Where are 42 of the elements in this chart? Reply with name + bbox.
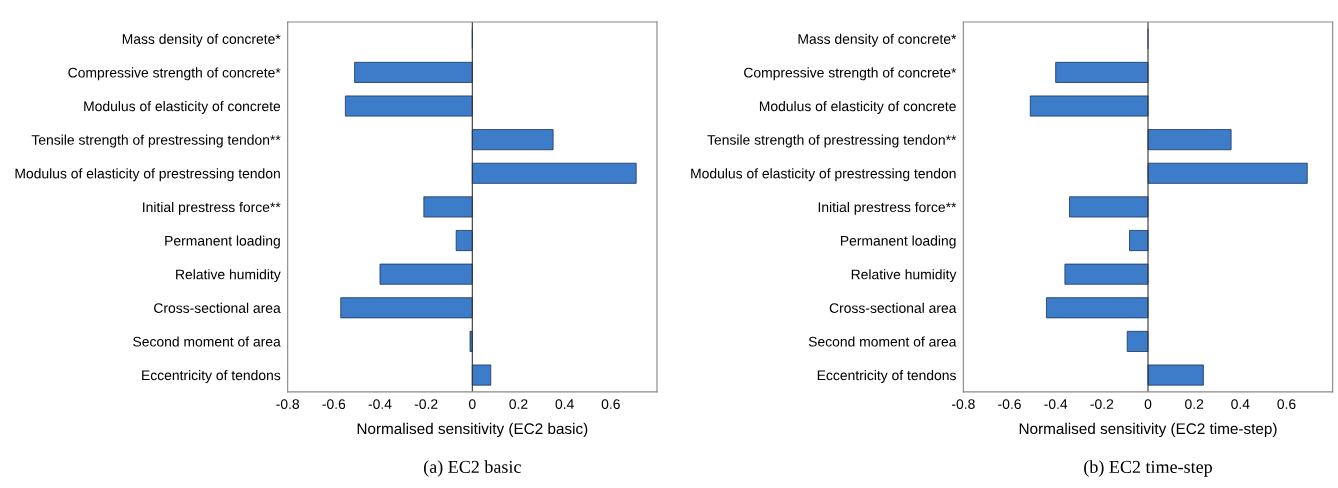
y-tick-label: Tensile strength of prestressing tendon** [707,134,957,148]
x-tick-label: -0.4 [1044,399,1068,410]
x-tick-label: 0.6 [1277,399,1296,410]
y-tick-label: Modulus of elasticity of prestressing tendon [691,168,956,182]
x-axis-title: Normalised sensitivity (EC2 basic) [357,422,588,438]
y-tick-label: Second moment of area [133,336,281,347]
x-tick-label: -0.8 [276,399,300,410]
y-tick-label: Permanent loading [840,235,956,249]
y-tick-label: Initial prestress force** [143,201,281,215]
text: (b) EC2 time-step [1084,460,1212,477]
y-tick-label: Modulus of elasticity of prestressing tendon [15,168,280,182]
x-tick-label: -0.8 [952,399,975,410]
y-tick-label: Tensile strength of prestressing tendon** [31,134,281,148]
y-tick-label: Mass density of concrete* [798,33,957,47]
y-tick-label: Modulus of elasticity of concrete [84,101,281,114]
y-tick-label: Compressive strength of concrete* [744,67,957,81]
y-tick-label: Relative humidity [851,269,957,283]
y-tick-label: Eccentricity of tendons [142,370,281,383]
x-tick-label: 0 [468,399,476,410]
y-tick-label: Compressive strength of concrete* [68,67,281,81]
x-tick-label: -0.2 [414,399,438,410]
x-tick-label: 0.2 [509,399,528,410]
x-tick-label: 0.6 [601,399,620,410]
y-tick-label: Mass density of concrete* [122,33,281,47]
y-tick-label: Eccentricity of tendons [817,370,956,383]
y-tick-label: Permanent loading [165,235,280,249]
x-tick-label: -0.2 [1090,399,1114,410]
y-tick-label: Second moment of area [808,336,957,347]
text: (a) EC2 basic [423,460,521,477]
x-tick-label: -0.6 [322,399,346,410]
y-tick-label: Initial prestress force** [818,201,957,215]
x-tick-label: 0 [1144,399,1152,410]
x-tick-label: -0.4 [368,399,392,410]
y-tick-label: Modulus of elasticity of concrete [759,101,956,114]
y-tick-label: Cross-sectional area [829,302,957,313]
x-tick-label: -0.6 [998,399,1021,410]
y-tick-label: Cross-sectional area [154,302,281,313]
x-tick-label: 0.4 [555,399,574,410]
x-tick-label: 0.2 [1185,399,1204,410]
x-tick-label: 0.4 [1231,399,1250,410]
y-tick-label: Relative humidity [176,269,281,283]
x-axis-title: Normalised sensitivity (EC2 time-step) [1019,422,1277,438]
